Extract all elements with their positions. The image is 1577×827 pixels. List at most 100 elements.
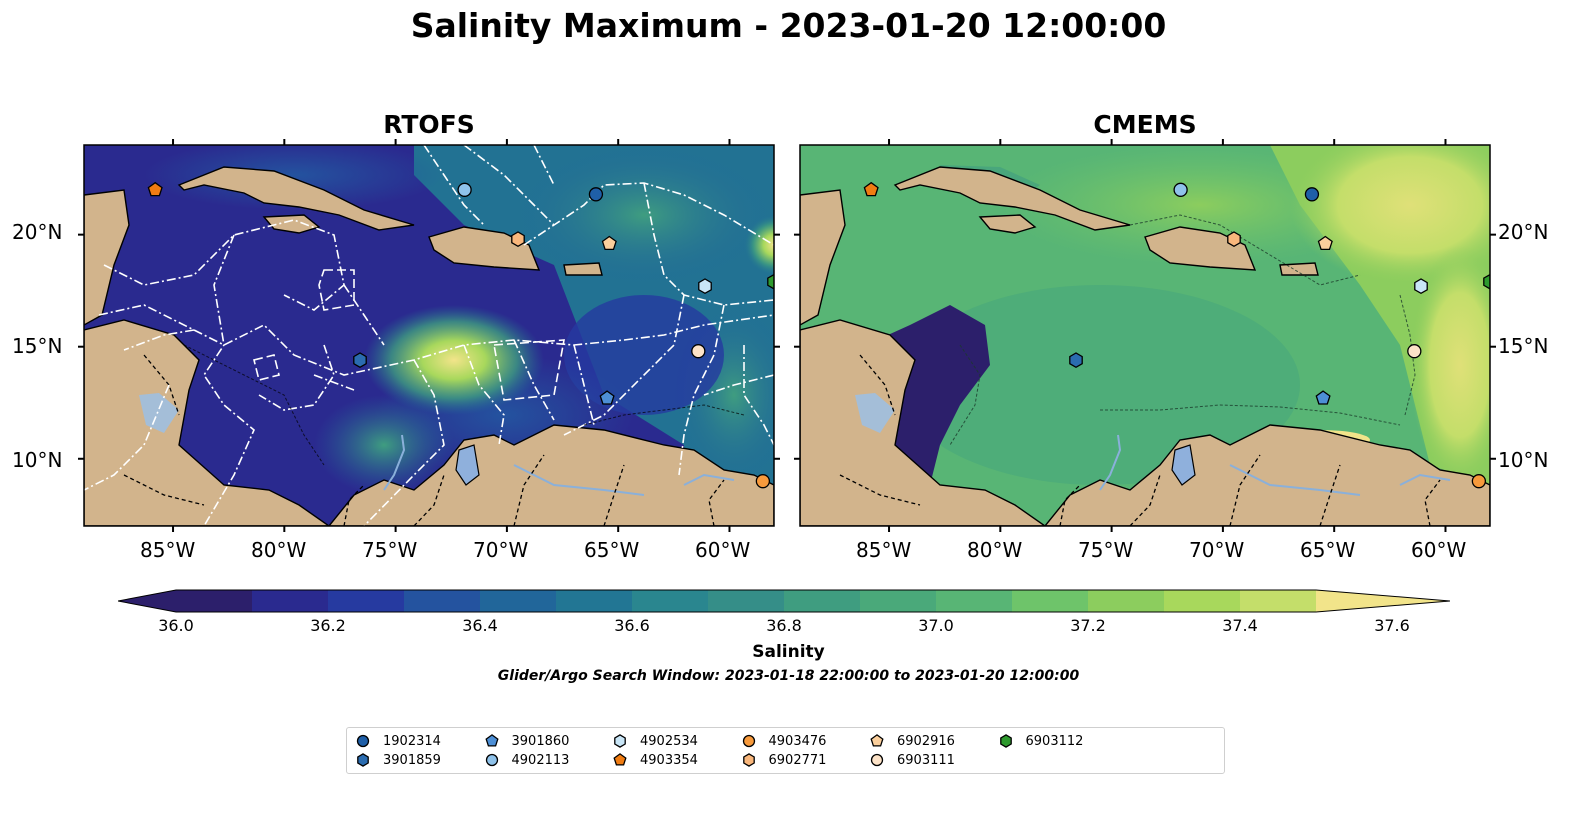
- legend-marker-pentagon-icon: [870, 734, 884, 747]
- colorbar-segment: [252, 590, 329, 612]
- lon-tick-right-85w: 85°W: [856, 538, 912, 562]
- float-marker-1902314: [588, 187, 604, 202]
- lon-tick-right-65w: 65°W: [1300, 538, 1356, 562]
- lon-tick-right-60w: 60°W: [1411, 538, 1467, 562]
- legend-marker-circle-icon: [870, 753, 884, 767]
- lon-tick-right-75w: 75°W: [1078, 538, 1134, 562]
- legend-label: 6903111: [897, 752, 955, 768]
- lon-tick-right-70w: 70°W: [1189, 538, 1245, 562]
- panel-title-rtofs: RTOFS: [383, 110, 475, 139]
- cmems-salinity-map: [800, 145, 1490, 526]
- colorbar-segment: [556, 590, 633, 612]
- colorbar-segment: [404, 590, 481, 612]
- colorbar-extend-low: [118, 590, 176, 612]
- lat-tick-left-10n: 10°N: [12, 448, 63, 472]
- colorbar-tick-label: 36.2: [310, 616, 346, 635]
- float-marker-6902771: [511, 231, 525, 248]
- colorbar-label: Salinity: [752, 642, 825, 662]
- legend-label: 6902771: [768, 752, 827, 768]
- colorbar-segment: [936, 590, 1013, 612]
- legend-item-4902534: 4902534: [612, 732, 698, 750]
- float-legend: 1902314 3901859 3901860 4902113 4902534 49033…: [346, 727, 1225, 774]
- legend-label: 4902534: [640, 733, 698, 749]
- legend-label: 4903354: [640, 752, 698, 768]
- float-marker-4902534: [698, 278, 712, 295]
- legend-label: 3901859: [383, 752, 441, 768]
- colorbar-segment: [1012, 590, 1089, 612]
- lat-tick-right-10n: 10°N: [1498, 448, 1549, 472]
- legend-label: 1902314: [383, 733, 441, 749]
- colorbar-outline: [118, 589, 1450, 613]
- colorbar-tick-label: 36.0: [158, 616, 194, 635]
- legend-marker-circle-icon: [742, 734, 755, 748]
- colorbar-extend-high: [1316, 590, 1450, 612]
- colorbar-segment: [1088, 590, 1165, 612]
- float-marker-4903476: [1471, 474, 1487, 489]
- colorbar-segment: [784, 590, 861, 612]
- colorbar-segment: [176, 590, 253, 612]
- search-window-note: Glider/Argo Search Window: 2023-01-18 22…: [497, 668, 1080, 684]
- colorbar-segment: [1164, 590, 1241, 612]
- legend-item-1902314: 1902314: [355, 732, 441, 750]
- colorbar-tick-label: 36.4: [462, 616, 498, 635]
- salinity-colorbar: [118, 589, 1450, 613]
- colorbar-tick-label: 37.6: [1374, 616, 1410, 635]
- colorbar-tick-label: 37.0: [918, 616, 954, 635]
- legend-item-4903354: 4903354: [612, 751, 698, 769]
- legend-marker-circle-icon: [356, 734, 370, 748]
- float-marker-6902771: [1227, 231, 1241, 248]
- lat-tick-right-15n: 15°N: [1498, 334, 1549, 358]
- lon-tick-left-80w: 80°W: [251, 538, 307, 562]
- legend-item-3901860: 3901860: [484, 732, 570, 750]
- float-marker-4902113: [457, 182, 472, 197]
- lon-tick-left-75w: 75°W: [362, 538, 418, 562]
- colorbar-segment: [708, 590, 785, 612]
- legend-item-4902113: 4902113: [484, 751, 570, 769]
- legend-item-6902916: 6902916: [869, 732, 955, 750]
- legend-marker-circle-icon: [485, 753, 498, 767]
- float-marker-3901859: [353, 352, 367, 369]
- colorbar-segment: [860, 590, 937, 612]
- colorbar-segment: [328, 590, 405, 612]
- colorbar-tick-label: 37.2: [1070, 616, 1106, 635]
- colorbar-tick-label: 36.8: [766, 616, 802, 635]
- figure-title: Salinity Maximum - 2023-01-20 12:00:00: [410, 6, 1167, 45]
- legend-marker-pentagon-icon: [484, 734, 499, 747]
- rtofs-salinity-map: [84, 145, 774, 526]
- legend-marker-hexagon-icon: [357, 753, 369, 767]
- float-marker-6903111: [1407, 344, 1422, 359]
- legend-label: 6903112: [1025, 733, 1084, 749]
- lat-tick-left-20n: 20°N: [12, 220, 63, 244]
- float-marker-6903111: [691, 344, 706, 359]
- colorbar-segment: [632, 590, 709, 612]
- lon-tick-right-80w: 80°W: [967, 538, 1023, 562]
- legend-item-6902771: 6902771: [741, 751, 827, 769]
- float-marker-4902113: [1173, 182, 1188, 197]
- colorbar-segment: [1240, 590, 1317, 612]
- legend-item-4903476: 4903476: [741, 732, 827, 750]
- legend-marker-pentagon-icon: [613, 753, 627, 766]
- colorbar-segment: [480, 590, 557, 612]
- float-marker-4902534: [1414, 278, 1428, 295]
- legend-label: 4903476: [768, 733, 827, 749]
- lon-tick-left-70w: 70°W: [473, 538, 529, 562]
- lon-tick-left-65w: 65°W: [584, 538, 640, 562]
- legend-label: 6902916: [897, 733, 955, 749]
- lon-tick-left-85w: 85°W: [140, 538, 196, 562]
- float-marker-4903476: [755, 474, 771, 489]
- float-marker-1902314: [1304, 187, 1320, 202]
- legend-item-6903112: 6903112: [998, 732, 1084, 750]
- legend-marker-hexagon-icon: [742, 753, 755, 767]
- lat-tick-left-15n: 15°N: [12, 334, 63, 358]
- legend-label: 3901860: [511, 733, 570, 749]
- panel-title-cmems: CMEMS: [1093, 110, 1197, 139]
- colorbar-tick-label: 36.6: [614, 616, 650, 635]
- lat-tick-right-20n: 20°N: [1498, 220, 1549, 244]
- legend-item-6903111: 6903111: [869, 751, 955, 769]
- legend-marker-hexagon-icon: [999, 734, 1012, 748]
- lon-tick-left-60w: 60°W: [695, 538, 751, 562]
- legend-label: 4902113: [511, 752, 570, 768]
- colorbar-tick-label: 37.4: [1222, 616, 1258, 635]
- legend-item-3901859: 3901859: [355, 751, 441, 769]
- float-marker-3901859: [1069, 352, 1083, 369]
